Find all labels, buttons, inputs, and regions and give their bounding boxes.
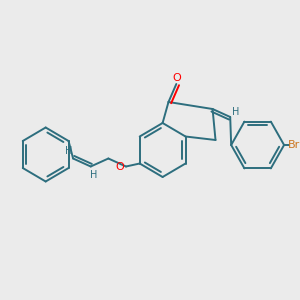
Text: H: H	[65, 146, 73, 155]
Text: Br: Br	[288, 140, 300, 150]
Text: O: O	[116, 161, 124, 172]
Text: H: H	[90, 170, 98, 181]
Text: O: O	[172, 73, 181, 83]
Text: H: H	[232, 107, 240, 117]
